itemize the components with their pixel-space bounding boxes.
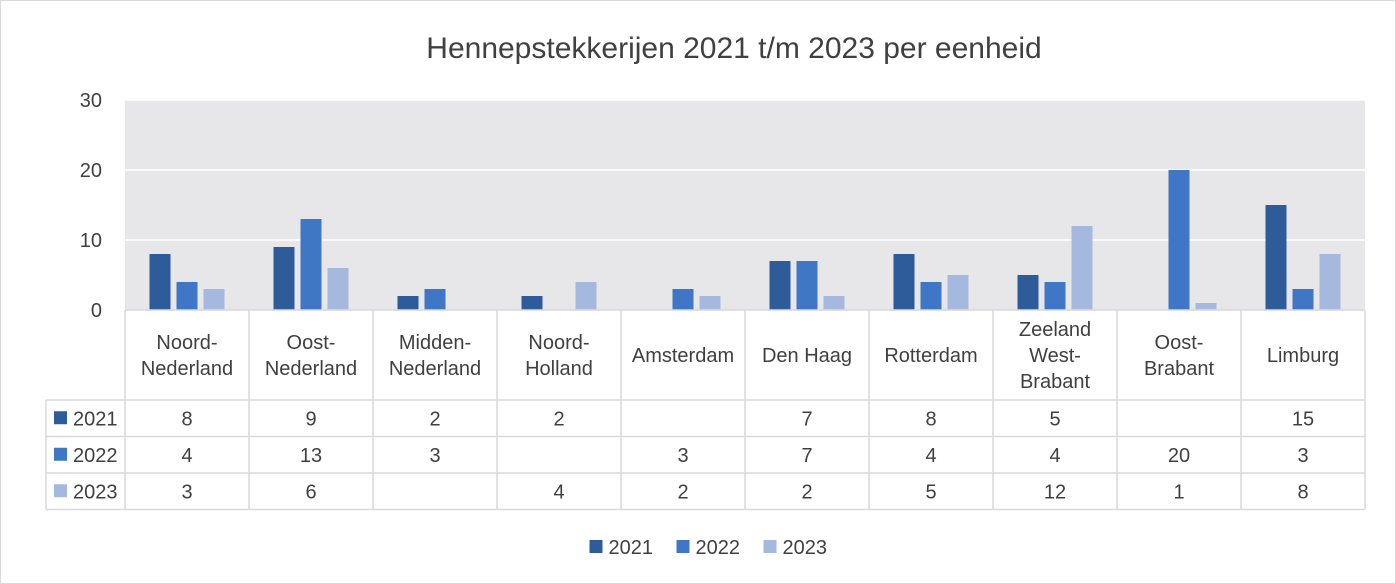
category-label: Noord- (156, 332, 217, 354)
table-cell-value: 13 (300, 445, 322, 467)
legend-key (763, 540, 777, 553)
category-label: Oost- (287, 332, 336, 354)
table-cell-value: 4 (553, 481, 564, 503)
table-cell-value: 3 (677, 445, 688, 467)
bar (1017, 275, 1039, 310)
bar (149, 254, 171, 310)
bar (521, 296, 543, 310)
table-cell-value: 1 (1173, 481, 1184, 503)
table-cell-value: 5 (925, 481, 936, 503)
bar (1044, 282, 1066, 310)
table-cell-value: 4 (181, 445, 192, 467)
category-label: Amsterdam (632, 345, 734, 367)
category-label: Zeeland (1019, 319, 1091, 341)
table-legend-key (54, 447, 67, 461)
table-cell-value: 7 (801, 445, 812, 467)
legend-label: 2021 (609, 537, 654, 559)
legend-key (589, 540, 603, 553)
table-cell-value: 4 (925, 445, 936, 467)
legend-label: 2022 (696, 537, 741, 559)
category-label: Holland (525, 358, 593, 380)
legend-label: 2023 (783, 537, 828, 559)
bar (920, 282, 942, 310)
category-label: Limburg (1267, 345, 1339, 367)
category-label: Brabant (1144, 358, 1214, 380)
bar (176, 282, 198, 310)
bar (1195, 303, 1217, 310)
table-cell-value: 4 (1049, 445, 1060, 467)
category-label: Nederland (265, 358, 357, 380)
category-label: Noord- (528, 332, 589, 354)
bar (273, 247, 295, 310)
bar (699, 296, 721, 310)
table-series-label: 2023 (73, 481, 118, 503)
table-series-label: 2021 (73, 408, 118, 430)
bar (575, 282, 597, 310)
table-cell-value: 20 (1168, 445, 1190, 467)
bar (893, 254, 915, 310)
bar (796, 261, 818, 310)
bar (1265, 205, 1287, 310)
legend: 2021 2022 2023 (589, 537, 828, 559)
table-legend-key (54, 484, 67, 498)
bar (424, 289, 446, 310)
bar (947, 275, 969, 310)
category-label: Brabant (1020, 371, 1090, 393)
y-tick-label: 10 (80, 230, 102, 252)
bar (397, 296, 419, 310)
y-tick-label: 20 (80, 160, 102, 182)
table-cell-value: 12 (1044, 481, 1066, 503)
table-cell-value: 2 (677, 481, 688, 503)
category-label: Midden- (399, 332, 471, 354)
table-cell-value: 9 (305, 408, 316, 430)
bar (769, 261, 791, 310)
category-label: Oost- (1155, 332, 1204, 354)
table-cell-value: 3 (1297, 445, 1308, 467)
y-tick-label: 30 (80, 90, 102, 112)
table-cell-value: 5 (1049, 408, 1060, 430)
table-legend-key (54, 411, 67, 425)
bar (672, 289, 694, 310)
bars (149, 170, 1341, 310)
table-cell-value: 2 (429, 408, 440, 430)
table-cell-value: 7 (801, 408, 812, 430)
category-label: Nederland (141, 358, 233, 380)
table-cell-value: 8 (1297, 481, 1308, 503)
bar (203, 289, 225, 310)
bar (327, 268, 349, 310)
table-cell-value: 8 (181, 408, 192, 430)
bar (300, 219, 322, 310)
bar (1168, 170, 1190, 310)
legend-key (676, 540, 690, 553)
table-cell-value: 2 (553, 408, 564, 430)
table-cell-value: 3 (181, 481, 192, 503)
y-axis: 0 10 20 30 (80, 90, 102, 322)
bar (1071, 226, 1093, 310)
category-label: Nederland (389, 358, 481, 380)
chart-title: Hennepstekkerijen 2021 t/m 2023 per eenh… (426, 32, 1041, 65)
bar (1319, 254, 1341, 310)
table-cell-value: 6 (305, 481, 316, 503)
category-label: West- (1029, 345, 1081, 367)
table-cell-value: 8 (925, 408, 936, 430)
category-label: Rotterdam (884, 345, 977, 367)
table-cell-value: 15 (1292, 408, 1314, 430)
table-cell-value: 3 (429, 445, 440, 467)
gridlines (125, 99, 1365, 241)
bar (823, 296, 845, 310)
category-label: Den Haag (762, 345, 852, 367)
bar (1292, 289, 1314, 310)
table-cell-value: 2 (801, 481, 812, 503)
table-series-label: 2022 (73, 445, 118, 467)
data-table: Noord- Nederland Oost- Nederland Midden- Nede… (45, 309, 1366, 511)
y-tick-label: 0 (91, 300, 102, 322)
